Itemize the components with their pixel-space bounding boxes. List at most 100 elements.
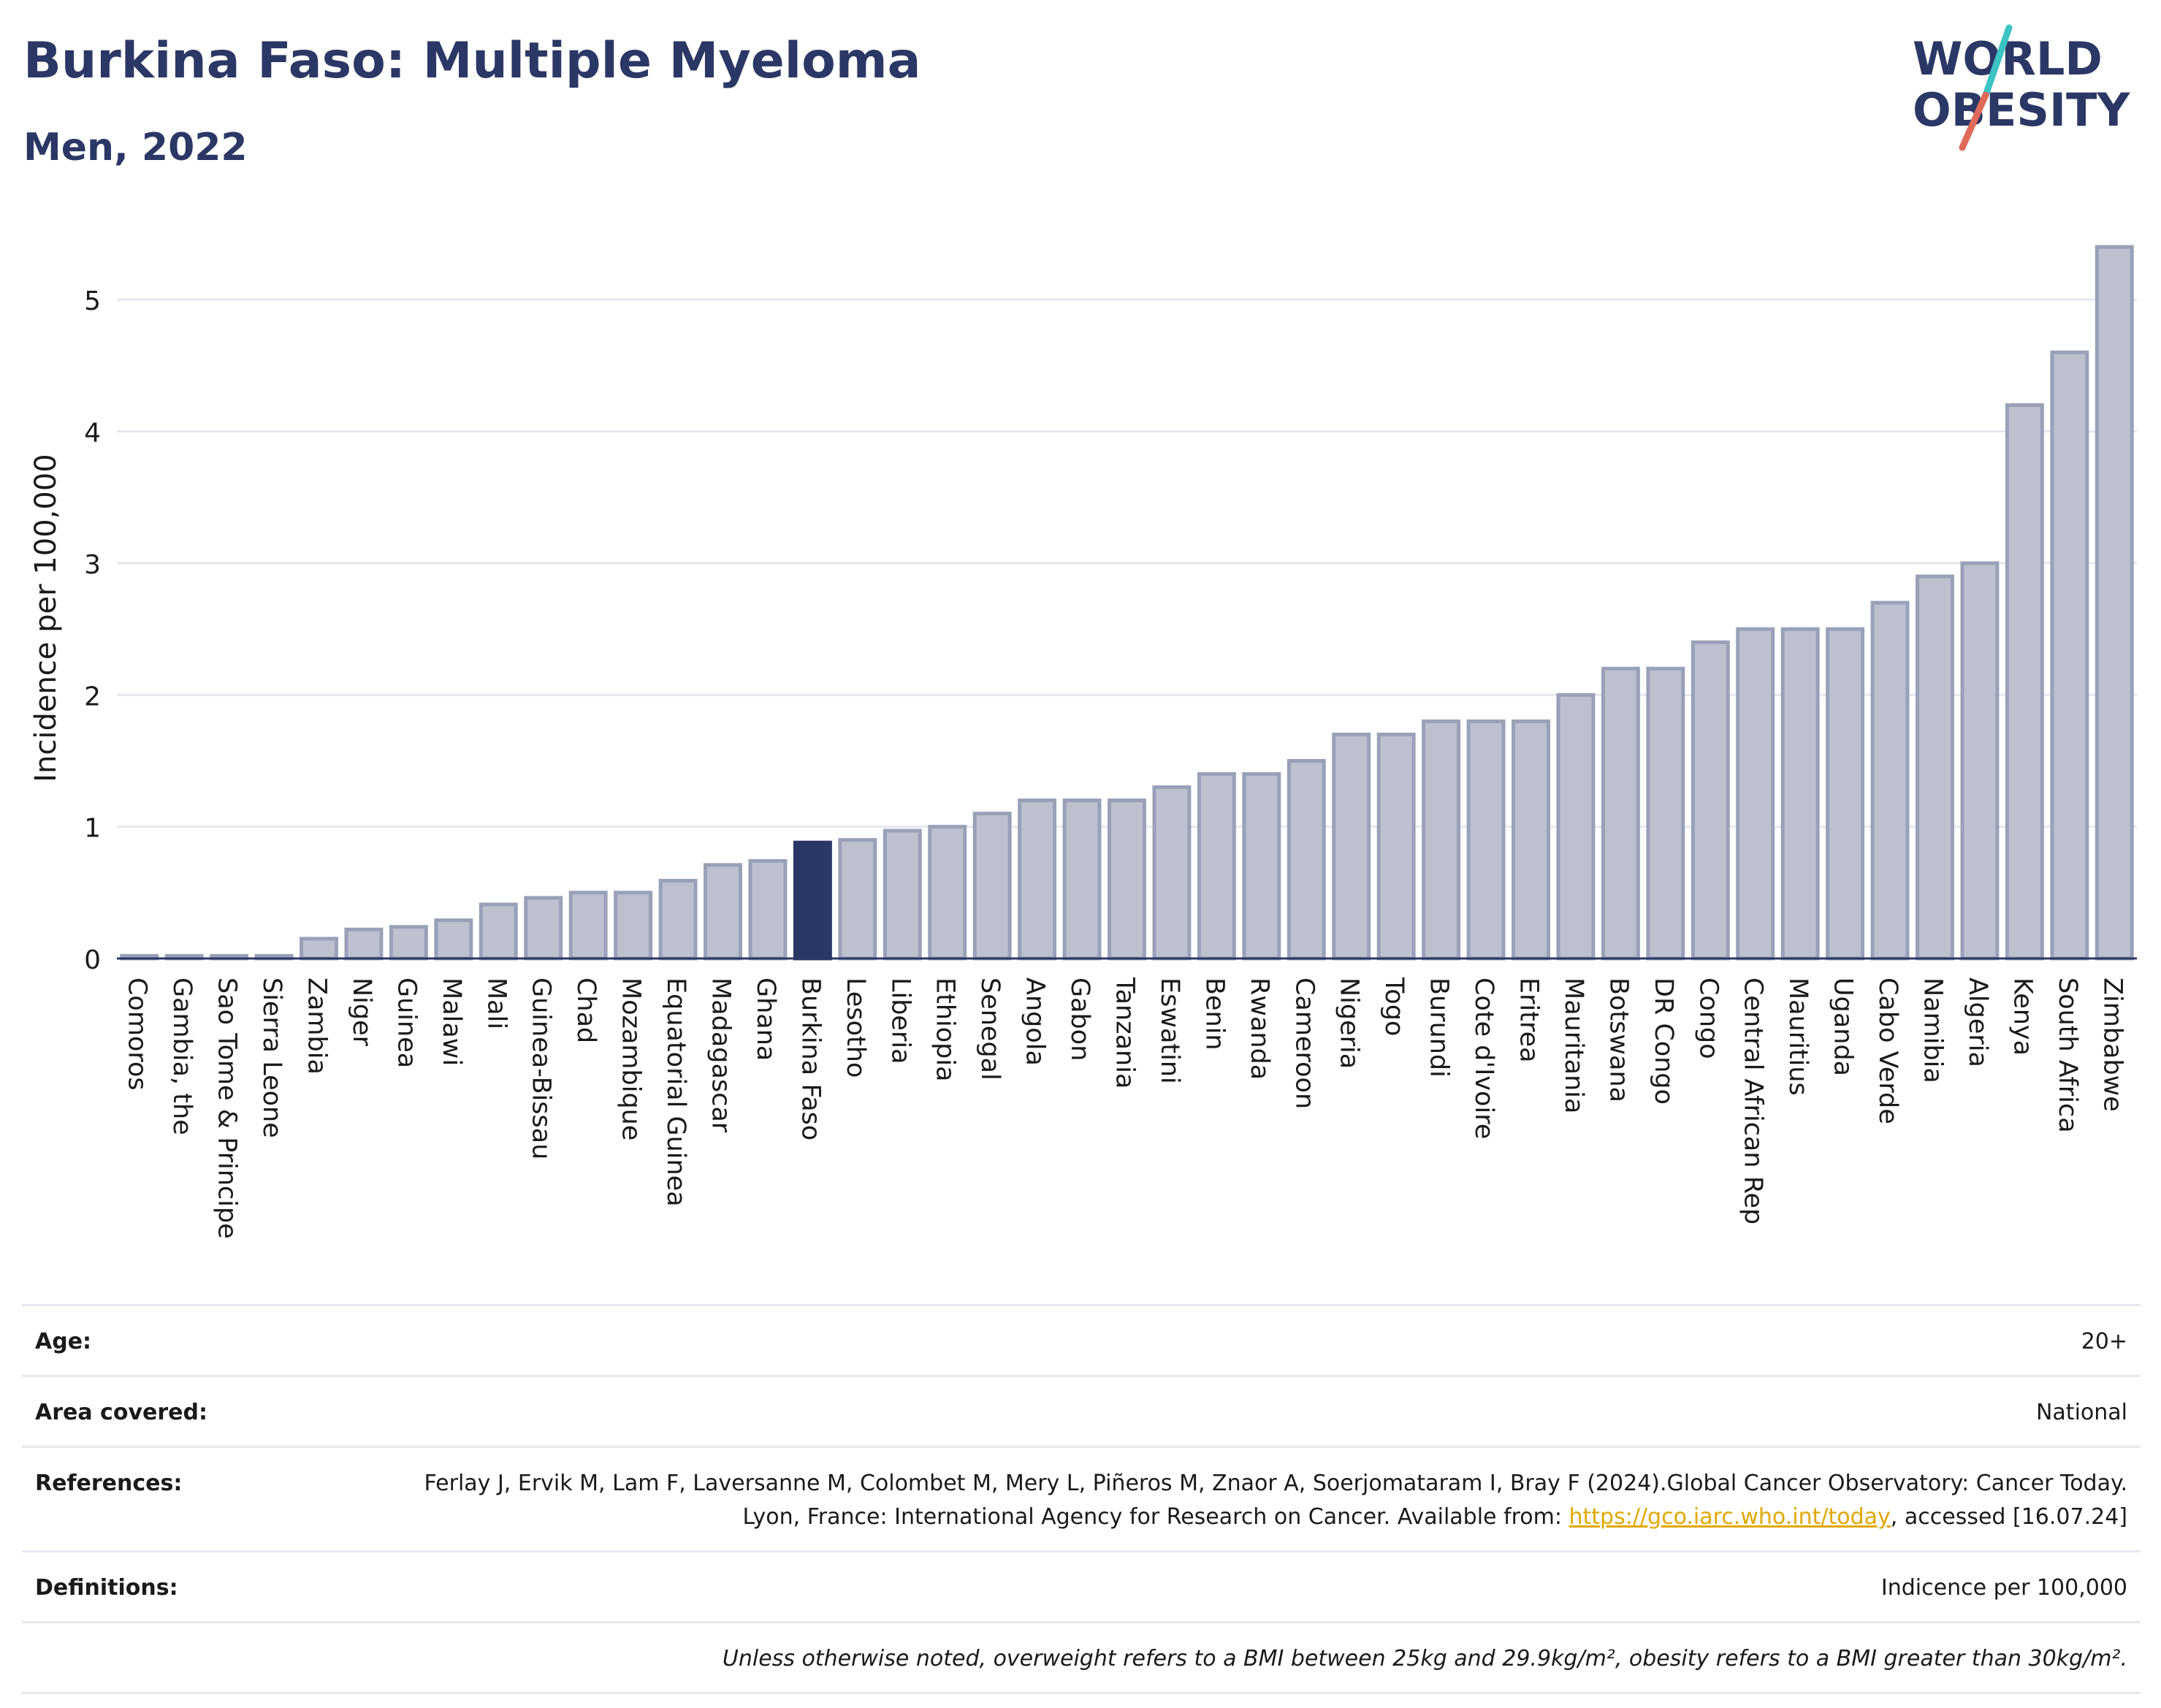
- references-tail: , accessed [16.07.24]: [1890, 1504, 2127, 1530]
- x-tick-label: Congo: [1693, 977, 1723, 1059]
- x-tick-label: Eswatini: [1155, 977, 1184, 1084]
- info-row-references: References: Ferlay J, Ervik M, Lam F, La…: [22, 1446, 2141, 1550]
- y-tick-label: 0: [84, 945, 101, 975]
- x-tick-label: Guinea-Bissau: [527, 977, 556, 1159]
- bar: [1780, 627, 1820, 961]
- x-tick-label: Liberia: [885, 977, 915, 1064]
- info-row-age: Age: 20+: [22, 1304, 2141, 1375]
- bar: [1960, 561, 2000, 961]
- logo-slash-red: [1959, 91, 1989, 151]
- bar: [1826, 627, 1865, 961]
- bar: [434, 918, 473, 961]
- x-tick-label: Gabon: [1065, 977, 1094, 1061]
- bar: [2095, 245, 2134, 961]
- bar: [1916, 574, 1954, 961]
- bar: [344, 927, 384, 961]
- x-tick-label: Chad: [571, 977, 601, 1043]
- x-tick-labels: Comoros Gambia, the Sao Tome & Principe Sie…: [123, 977, 2127, 1239]
- x-tick-label: Ethiopia: [931, 977, 960, 1082]
- logo-slash-teal: [1982, 24, 2013, 99]
- bar: [1062, 798, 1102, 961]
- bar: [614, 891, 653, 961]
- x-tick-label: Comoros: [123, 977, 152, 1091]
- info-table: Age: 20+ Area covered: National Referenc…: [22, 1304, 2141, 1694]
- x-tick-label: Angola: [1021, 977, 1050, 1066]
- x-tick-label: Gambia, the: [167, 977, 197, 1135]
- bar: [972, 812, 1012, 961]
- x-tick-label: Kenya: [2008, 977, 2037, 1056]
- x-tick-label: Cote d'Ivoire: [1469, 977, 1498, 1139]
- bar: [1601, 666, 1640, 961]
- definitions-value: Indicence per 100,000: [1880, 1575, 2127, 1601]
- bars: [120, 245, 2134, 961]
- x-tick-label: Burundi: [1425, 977, 1454, 1078]
- area-label: Area covered:: [35, 1400, 207, 1425]
- bar: [704, 863, 742, 961]
- bar: [1691, 640, 1730, 961]
- x-tick-label: Botswana: [1604, 977, 1633, 1102]
- bar: [928, 825, 967, 961]
- x-tick-label: Namibia: [1918, 977, 1948, 1083]
- x-tick-label: Tanzania: [1110, 977, 1140, 1089]
- bar: [2050, 350, 2089, 961]
- world-obesity-logo: WORLD OBESITY: [1913, 24, 2130, 151]
- x-tick-label: Burkina Faso: [796, 977, 825, 1140]
- bar: [1512, 719, 1550, 961]
- bar: [1332, 732, 1371, 961]
- x-tick-label: Equatorial Guinea: [661, 977, 690, 1207]
- x-tick-label: Rwanda: [1245, 977, 1274, 1080]
- x-tick-label: Sierra Leone: [257, 977, 286, 1138]
- info-row-note: Unless otherwise noted, overweight refer…: [22, 1621, 2141, 1694]
- bar: [1152, 785, 1192, 961]
- x-tick-label: Guinea: [392, 977, 421, 1068]
- area-value: National: [2035, 1400, 2127, 1425]
- bar-highlight: [793, 840, 832, 961]
- bar: [1466, 719, 1506, 961]
- bar: [1376, 732, 1416, 961]
- x-tick-label: Zimbabwe: [2097, 977, 2127, 1112]
- x-tick-label: Sao Tome & Principe: [213, 977, 242, 1239]
- x-tick-label: Nigeria: [1335, 977, 1364, 1069]
- x-tick-label: Benin: [1200, 977, 1229, 1051]
- references-text: Ferlay J, Ervik M, Lam F, Laversanne M, …: [424, 1471, 2127, 1530]
- bar: [389, 925, 428, 961]
- bar: [658, 879, 698, 961]
- age-label: Age:: [35, 1329, 92, 1354]
- definitions-label: Definitions:: [35, 1575, 178, 1601]
- x-tick-label: South Africa: [2053, 977, 2082, 1133]
- x-tick-label: Niger: [347, 977, 376, 1047]
- bar: [748, 859, 788, 961]
- bar: [1646, 666, 1685, 961]
- age-value: 20+: [2081, 1329, 2127, 1354]
- x-tick-label: Togo: [1379, 977, 1409, 1036]
- y-tick-label: 1: [84, 814, 101, 844]
- bar: [1556, 693, 1596, 961]
- x-tick-label: Mauritania: [1559, 977, 1588, 1113]
- bar: [1287, 758, 1326, 961]
- chart-subtitle: Men, 2022: [23, 126, 248, 169]
- chart-title: Burkina Faso: Multiple Myeloma: [23, 32, 921, 90]
- y-tick-label: 5: [84, 286, 101, 316]
- bar: [1242, 771, 1281, 961]
- bar: [2005, 403, 2044, 961]
- x-tick-label: Madagascar: [706, 977, 736, 1133]
- bar: [300, 937, 338, 961]
- references-label: References:: [35, 1471, 183, 1496]
- x-tick-label: Zambia: [302, 977, 332, 1075]
- info-row-definitions: Definitions: Indicence per 100,000: [22, 1550, 2141, 1621]
- references-value: Ferlay J, Ervik M, Lam F, Laversanne M, …: [374, 1467, 2127, 1534]
- bar: [479, 902, 518, 961]
- bar: [1736, 627, 1775, 961]
- bar: [568, 891, 608, 961]
- bar: [1870, 601, 1910, 961]
- bar: [838, 838, 877, 961]
- bar: [1108, 798, 1146, 961]
- x-tick-label: Mauritius: [1783, 977, 1813, 1096]
- bar: [524, 896, 563, 961]
- x-tick-label: Uganda: [1829, 977, 1858, 1076]
- bar: [883, 828, 922, 961]
- references-link[interactable]: https://gco.iarc.who.int/today: [1569, 1504, 1891, 1530]
- y-axis-label: Incidence per 100,000: [29, 454, 63, 782]
- bmi-note: Unless otherwise noted, overweight refer…: [722, 1646, 2127, 1671]
- bar: [1018, 798, 1057, 961]
